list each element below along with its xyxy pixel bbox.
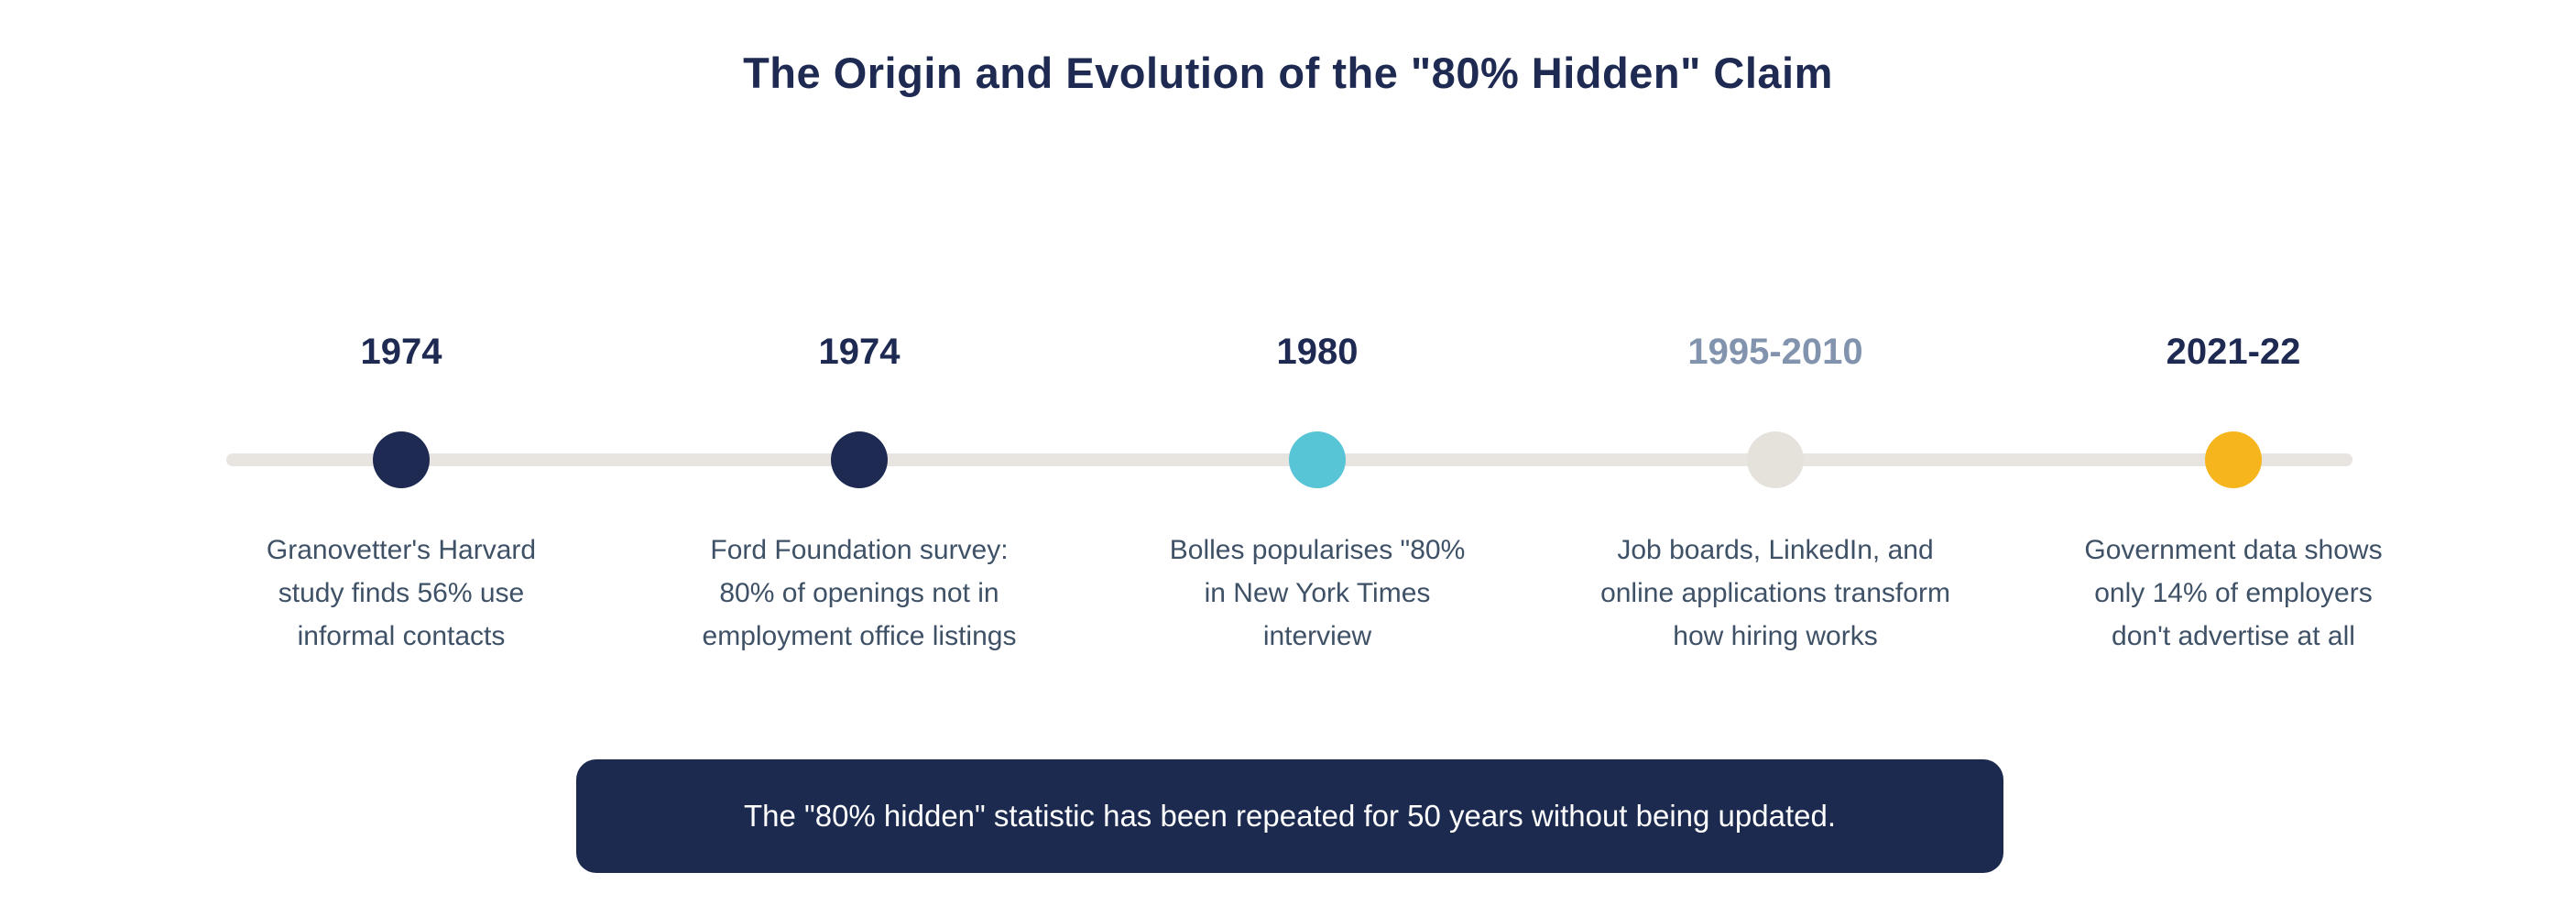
timeline-event: 1995-2010 Job boards, LinkedIn, and onli…: [1546, 330, 2004, 658]
event-description: Ford Foundation survey: 80% of openings …: [702, 535, 1017, 651]
event-year-label: 2021-22: [2166, 332, 2301, 372]
event-dot: [373, 431, 430, 488]
event-dot: [2205, 431, 2262, 488]
event-dot: [1289, 431, 1346, 488]
event-year-label: 1974: [818, 332, 901, 372]
summary-banner: The "80% hidden" statistic has been repe…: [576, 759, 2003, 873]
timeline-event: 1980 Bolles popularises "80% in New York…: [1088, 330, 1546, 658]
summary-banner-text: The "80% hidden" statistic has been repe…: [743, 799, 1837, 833]
timeline-event: 1974 Granovetter's Harvard study finds 5…: [172, 330, 630, 658]
event-description: Bolles popularises "80% in New York Time…: [1169, 535, 1466, 651]
event-dot: [1747, 431, 1804, 488]
event-year-label: 1995-2010: [1687, 332, 1863, 372]
event-description: Government data shows only 14% of employ…: [2084, 535, 2383, 651]
event-description: Job boards, LinkedIn, and online applica…: [1600, 535, 1950, 651]
page-title: The Origin and Evolution of the "80% Hid…: [743, 49, 1833, 97]
event-year-label: 1974: [360, 332, 442, 372]
timeline-event: 1974 Ford Foundation survey: 80% of open…: [630, 330, 1088, 658]
timeline-event: 2021-22 Government data shows only 14% o…: [2004, 330, 2462, 658]
event-description: Granovetter's Harvard study finds 56% us…: [266, 535, 537, 651]
event-dot: [831, 431, 888, 488]
event-year-label: 1980: [1276, 332, 1359, 372]
timeline-events: 1974 Granovetter's Harvard study finds 5…: [172, 330, 2462, 658]
